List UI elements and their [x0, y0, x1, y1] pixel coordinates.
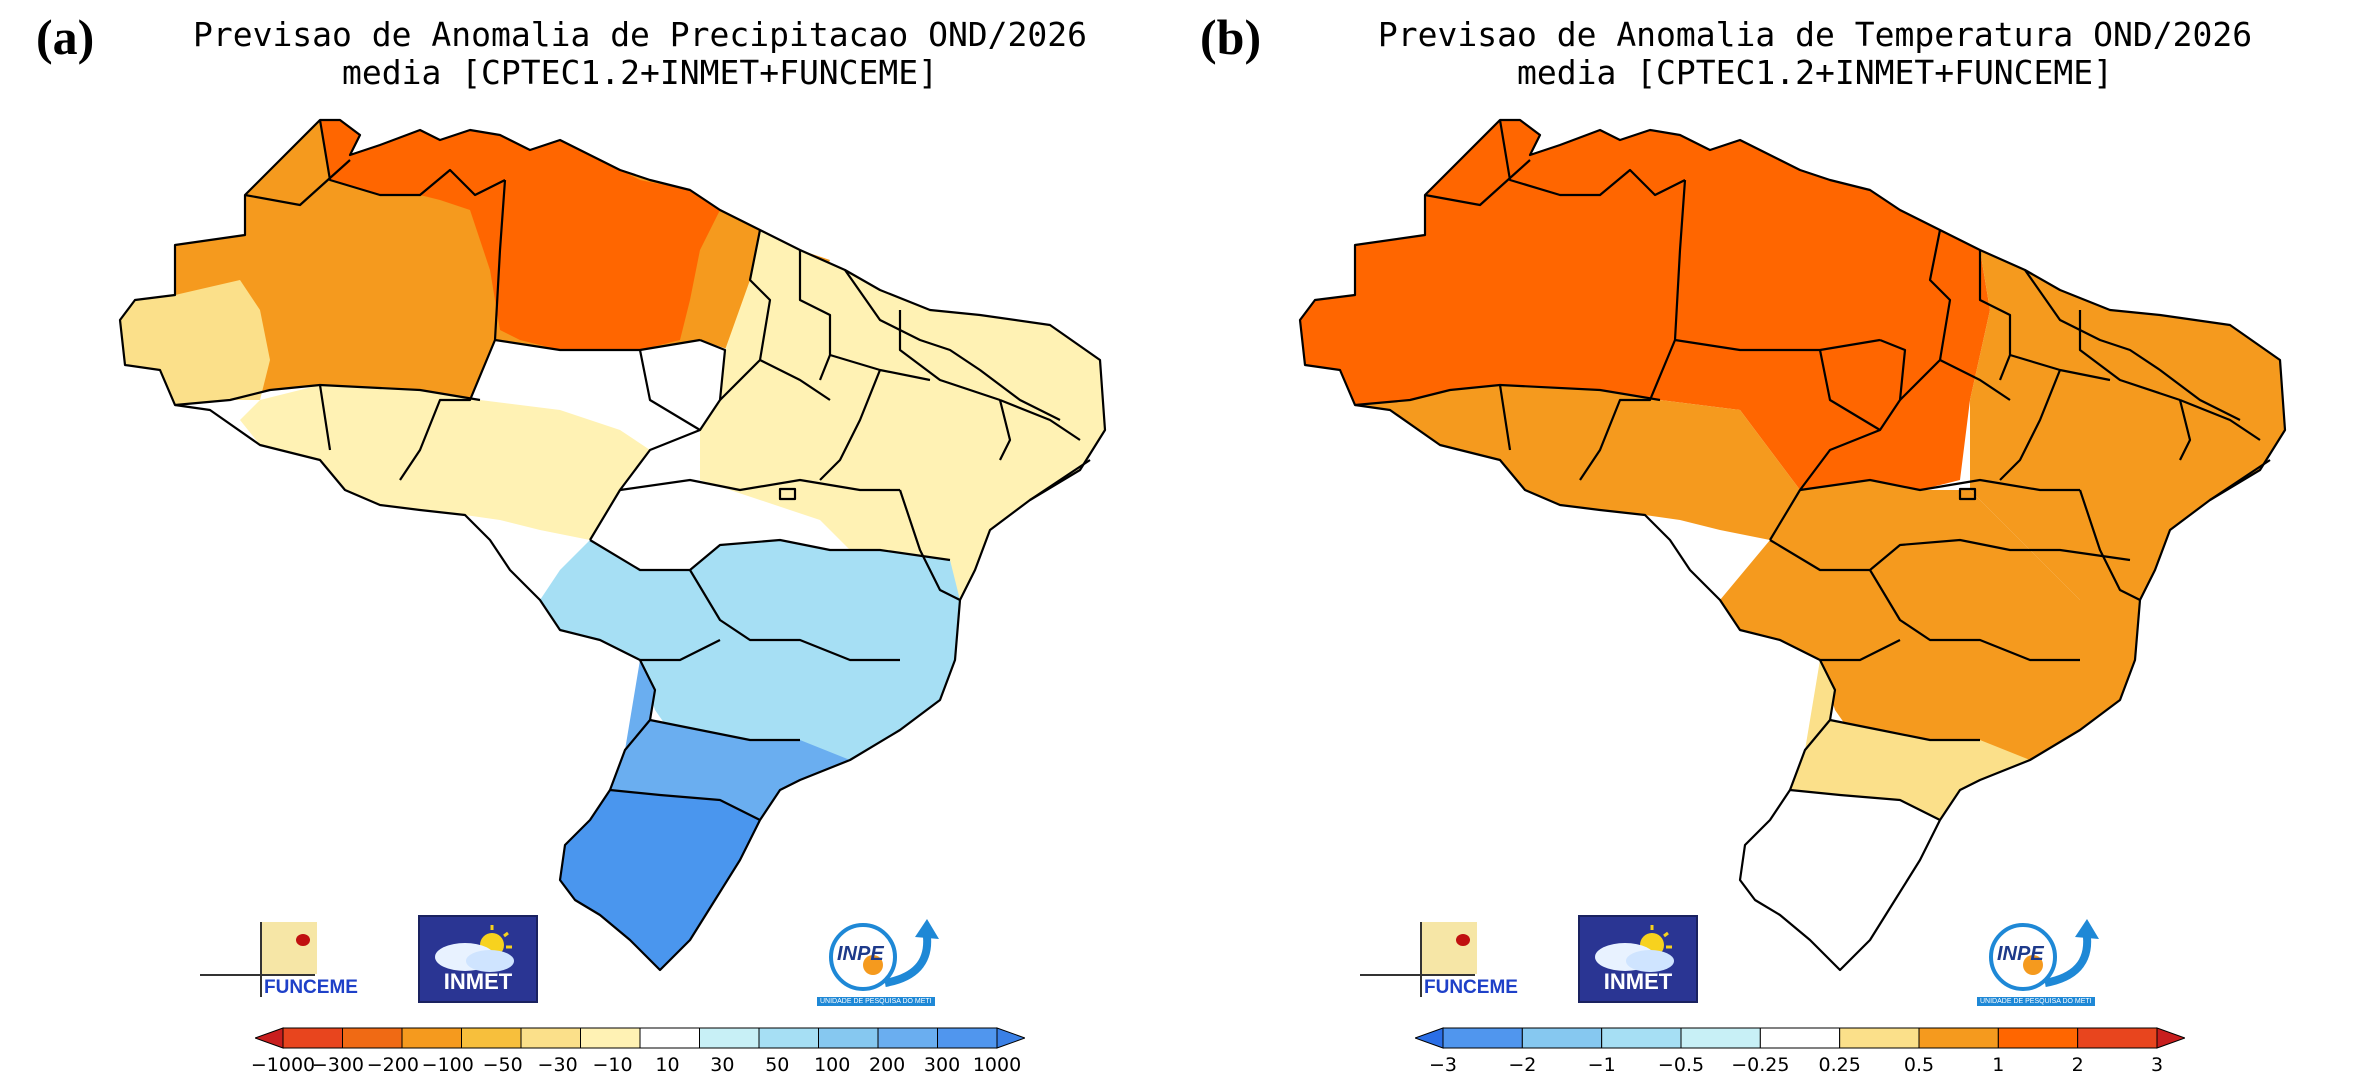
- colorbar-tick-label: −300: [311, 1054, 365, 1076]
- colorbar-tick-label: −100: [421, 1054, 474, 1076]
- colorbar-swatch: [639, 1027, 700, 1049]
- temperature-colorbar: −3 −2 −1 −0.5 −0.25 0.25 0.5 1 2 3: [1413, 1026, 2187, 1078]
- colorbar-swatch: [1997, 1027, 2079, 1049]
- colorbar-tick-label: 10: [655, 1054, 680, 1076]
- inpe-subtitle: UNIDADE DE PESQUISA DO METI: [1977, 997, 2095, 1006]
- colorbar-swatch: [1680, 1027, 1761, 1049]
- colorbar-tick-label: −50: [482, 1054, 523, 1076]
- colorbar-swatch: [461, 1027, 522, 1049]
- colorbar-tick-label: 50: [765, 1054, 790, 1076]
- colorbar-swatch: [1442, 1027, 1523, 1049]
- colorbar-tick-label: −1: [1587, 1054, 1616, 1076]
- map-title: Previsao de Anomalia de Temperatura OND/…: [1275, 16, 2355, 92]
- colorbar-swatch: [1839, 1027, 1920, 1049]
- region-rio-grande-do-sul: [1740, 790, 1940, 970]
- colorbar-swatch: [1521, 1027, 1603, 1049]
- colorbar-tick-label: 300: [923, 1054, 961, 1076]
- colorbar-tick-label: 2: [2071, 1054, 2084, 1076]
- colorbar-tick-labels: −3 −2 −1 −0.5 −0.25 0.25 0.5 1 2 3: [1415, 1054, 2185, 1078]
- inmet-logo: INMET: [418, 915, 538, 1003]
- colorbar-tick-label: 3: [2150, 1054, 2164, 1076]
- state-borders: [118, 118, 1107, 972]
- colorbar-swatch: [758, 1027, 819, 1049]
- colorbar-swatch: [1601, 1027, 1682, 1049]
- inmet-label: INMET: [443, 969, 513, 994]
- region-northeast: [700, 230, 1105, 620]
- colorbar-tick-label: 1000: [972, 1054, 1022, 1076]
- funceme-logo: FUNCEME: [200, 922, 358, 1002]
- colorbar-swatch: [877, 1027, 938, 1049]
- inmet-label: INMET: [1603, 969, 1673, 994]
- colorbar-swatch: [1759, 1027, 1841, 1049]
- colorbar-tick-label: 0.5: [1903, 1054, 1935, 1076]
- inpe-logo: INPE UNIDADE DE PESQUISA DO METI: [1975, 915, 2115, 1011]
- region-west-amazonas-pale: [120, 280, 270, 405]
- colorbar-swatch: [937, 1027, 998, 1049]
- colorbar-swatch: [282, 1027, 343, 1049]
- colorbar-tick-label: −10: [592, 1054, 633, 1076]
- title-line-1: Previsao de Anomalia de Temperatura OND/…: [1377, 15, 2253, 54]
- colorbar-min-arrow: [1413, 1027, 1444, 1049]
- panel-precipitation: (a) Previsao de Anomalia de Precipitacao…: [0, 0, 1180, 1088]
- colorbar-tick-label: 200: [869, 1054, 906, 1076]
- colorbar-tick-label: 30: [710, 1054, 735, 1076]
- colorbar-min-arrow: [253, 1027, 284, 1049]
- title-line-2: media [CPTEC1.2+INMET+FUNCEME]: [1516, 53, 2114, 92]
- funceme-label: FUNCEME: [264, 977, 358, 998]
- precipitation-colorbar: −1000 −300 −200 −100 −50 −30 −10 10 30 50 100 200 30…: [251, 1026, 1027, 1078]
- brazil-map: [118, 118, 1107, 972]
- colorbar-swatch: [580, 1027, 641, 1049]
- map-title: Previsao de Anomalia de Precipitacao OND…: [115, 16, 1165, 92]
- colorbar-swatch: [342, 1027, 403, 1049]
- colorbar-tick-labels: −1000 −300 −200 −100 −50 −30 −10 10 30 50 100 200 30…: [251, 1054, 1025, 1078]
- colorbar-tick-label: 1: [1992, 1054, 2005, 1076]
- inpe-logo: INPE UNIDADE DE PESQUISA DO METI: [815, 915, 955, 1011]
- state-borders: [1298, 118, 2287, 972]
- region-central-west: [240, 385, 650, 540]
- inpe-subtitle: UNIDADE DE PESQUISA DO METI: [817, 997, 935, 1006]
- region-central-west: [1355, 385, 1800, 540]
- colorbar-swatch: [401, 1027, 462, 1049]
- colorbar-tick-label: −200: [366, 1054, 419, 1076]
- region-rio-grande-do-sul: [560, 790, 760, 970]
- colorbar-swatch: [2077, 1027, 2158, 1049]
- colorbar-swatches: [1413, 1027, 2187, 1049]
- colorbar-tick-label: −3: [1428, 1054, 1458, 1076]
- colorbar-max-arrow: [2156, 1027, 2187, 1049]
- colorbar-tick-label: 100: [814, 1054, 851, 1076]
- title-line-2: media [CPTEC1.2+INMET+FUNCEME]: [341, 53, 939, 92]
- colorbar-swatch: [818, 1027, 879, 1049]
- colorbar-tick-label: −30: [537, 1054, 578, 1076]
- inpe-label: INPE: [837, 943, 884, 965]
- colorbar-tick-label: −1000: [250, 1054, 316, 1076]
- title-line-1: Previsao de Anomalia de Precipitacao OND…: [192, 15, 1088, 54]
- panel-label: (a): [36, 9, 95, 65]
- colorbar-tick-label: −2: [1508, 1054, 1537, 1076]
- colorbar-tick-label: 0.25: [1818, 1054, 1861, 1076]
- colorbar-swatches: [253, 1027, 1027, 1049]
- region-roraima-para: [320, 120, 720, 350]
- panel-label: (b): [1200, 9, 1262, 65]
- panel-temperature: (b) Previsao de Anomalia de Temperatura …: [1180, 0, 2360, 1088]
- inmet-logo: INMET: [1578, 915, 1698, 1003]
- brazil-map: [1298, 118, 2287, 972]
- region-northeast: [1970, 250, 2285, 600]
- funceme-logo: FUNCEME: [1360, 922, 1518, 1002]
- inpe-label: INPE: [1997, 943, 2044, 965]
- colorbar-tick-label: −0.25: [1731, 1054, 1790, 1076]
- colorbar-max-arrow: [996, 1027, 1027, 1049]
- colorbar-swatch: [699, 1027, 760, 1049]
- colorbar-tick-label: −0.5: [1657, 1054, 1705, 1076]
- colorbar-swatch: [1918, 1027, 1999, 1049]
- funceme-label: FUNCEME: [1424, 977, 1518, 998]
- colorbar-swatch: [520, 1027, 581, 1049]
- region-southeast: [540, 540, 960, 800]
- region-north: [1300, 120, 1990, 490]
